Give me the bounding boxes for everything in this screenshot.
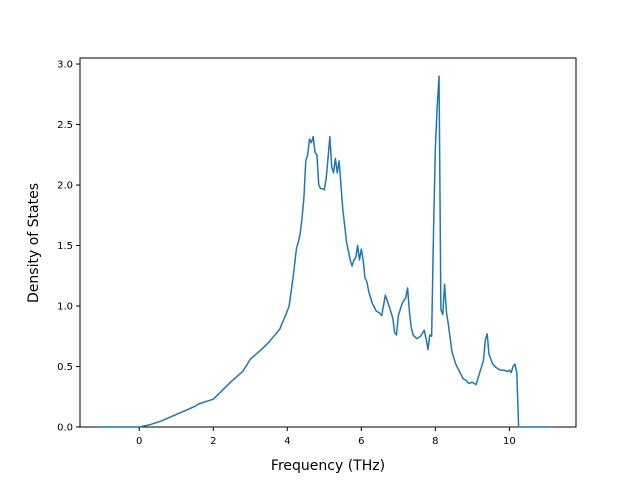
x-axis-label: Frequency (THz)	[271, 458, 385, 474]
x-tick-label: 8	[432, 436, 438, 447]
x-tick-label: 4	[284, 436, 290, 447]
x-axis: 0 2 4 6 8 10	[136, 427, 516, 447]
x-tick-label: 0	[136, 436, 142, 447]
y-tick-label: 1.0	[57, 302, 73, 313]
x-tick-label: 2	[210, 436, 216, 447]
x-tick-label: 10	[503, 436, 516, 447]
series-line-0	[100, 75, 554, 428]
y-axis: 0.0 0.5 1.0 1.5 2.0 2.5 3.0	[57, 60, 80, 434]
y-tick-label: 0.5	[57, 362, 73, 373]
x-tick-label: 6	[358, 436, 364, 447]
y-tick-label: 1.5	[57, 241, 73, 252]
y-tick-label: 2.0	[57, 181, 73, 192]
y-tick-label: 2.5	[57, 120, 73, 131]
plot-area	[79, 57, 577, 428]
y-axis-label: Density of States	[26, 183, 42, 303]
plot-frame	[79, 57, 577, 428]
y-tick-label: 3.0	[57, 60, 73, 71]
y-tick-label: 0.0	[57, 423, 73, 434]
